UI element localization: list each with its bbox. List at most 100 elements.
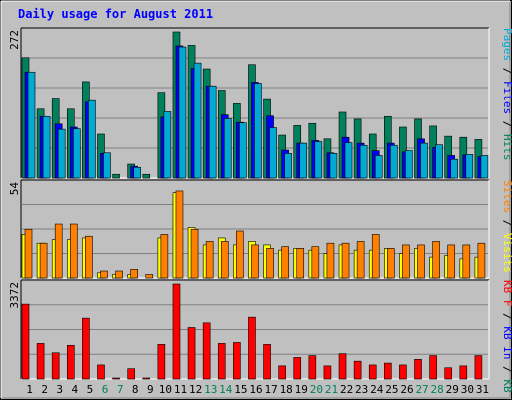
- x-tick-label: 31: [476, 383, 489, 396]
- x-tick-label: 26: [400, 383, 413, 396]
- y-max-label: 272: [8, 30, 21, 50]
- x-tick-label: 30: [461, 383, 474, 396]
- bar-kb-f-day-6: [97, 364, 105, 380]
- bar-pages-day-16: [254, 83, 262, 179]
- bar-sites-day-5: [85, 235, 93, 279]
- chart-panel-3: 3372 KB F / KB In / KB Out: [8, 279, 512, 400]
- bar-kb-f-day-19: [293, 357, 302, 380]
- x-tick-label: 29: [446, 383, 459, 396]
- bar-pages-day-4: [72, 128, 81, 179]
- bar-pages-day-31: [480, 155, 489, 179]
- bar-sites-day-24: [371, 234, 380, 279]
- bar-pages-day-1: [27, 71, 36, 179]
- bar-kb-f-day-13: [202, 322, 211, 380]
- legend: KB F / KB In / KB Out: [501, 280, 512, 400]
- x-tick-label: 15: [234, 383, 247, 396]
- x-tick-label: 7: [117, 383, 124, 396]
- legend-part: /: [501, 307, 512, 327]
- x-tick-label: 27: [415, 383, 428, 396]
- bar-kb-f-day-29: [444, 367, 453, 380]
- x-tick-label: 8: [132, 383, 139, 396]
- bar-sites-day-7: [115, 270, 123, 279]
- bar-pages-day-25: [390, 144, 398, 179]
- bar-pages-day-20: [314, 141, 323, 179]
- bar-kb-f-day-14: [217, 343, 226, 380]
- x-tick-label: 6: [102, 383, 109, 396]
- x-tick-label: 12: [189, 383, 202, 396]
- x-tick-label: 4: [72, 383, 79, 396]
- legend-part: Pages: [501, 28, 512, 61]
- x-tick-label: 17: [264, 383, 277, 396]
- bar-sites-day-16: [251, 244, 259, 279]
- x-tick-label: 1: [26, 383, 33, 396]
- legend-part: KB Out: [501, 379, 512, 400]
- bar-sites-day-14: [220, 241, 229, 279]
- x-tick-label: 28: [431, 383, 444, 396]
- bar-kb-f-day-9: [142, 377, 151, 380]
- legend-part: /: [501, 61, 512, 81]
- bar-sites-day-10: [160, 234, 169, 279]
- x-tick-label: 19: [295, 383, 308, 396]
- x-tick-label: 18: [280, 383, 293, 396]
- bar-pages-day-13: [208, 85, 217, 179]
- legend-part: /: [501, 213, 512, 233]
- bar-pages-day-24: [374, 155, 383, 179]
- bar-pages-day-12: [193, 62, 202, 179]
- bar-sites-day-15: [236, 230, 244, 279]
- x-tick-label: 14: [219, 383, 233, 396]
- bar-sites-day-22: [341, 242, 350, 279]
- x-tick-label: 24: [370, 383, 384, 396]
- bar-sites-day-20: [311, 246, 320, 279]
- bar-kb-f-day-22: [338, 353, 347, 380]
- x-tick-label: 13: [204, 383, 217, 396]
- bar-kb-f-day-5: [82, 317, 90, 380]
- bar-sites-day-31: [477, 242, 486, 279]
- legend-part: /: [501, 360, 512, 380]
- bar-pages-day-10: [163, 111, 172, 179]
- x-tick-label: 3: [56, 383, 63, 396]
- legend-part: Sites: [501, 180, 512, 213]
- bar-kb-f-day-10: [157, 344, 166, 380]
- bar-pages-day-5: [88, 99, 96, 179]
- bar-sites-day-28: [432, 241, 440, 279]
- x-tick-label: 5: [87, 383, 94, 396]
- bar-sites-day-25: [387, 248, 395, 279]
- bar-kb-f-day-20: [308, 355, 317, 380]
- bar-pages-day-3: [57, 128, 66, 179]
- x-tick-label: 10: [159, 383, 172, 396]
- legend: Pages / Files / Hits: [501, 28, 512, 161]
- bar-kb-f-day-8: [127, 368, 135, 380]
- y-max-label: 3372: [8, 282, 21, 309]
- legend: Sites / Visits: [501, 180, 512, 273]
- bar-sites-day-13: [205, 241, 214, 279]
- chart-panel-1: 272 Pages / Files / Hits: [8, 27, 512, 179]
- bar-sites-day-2: [39, 242, 48, 279]
- bar-pages-day-8: [133, 166, 141, 179]
- bar-kb-f-day-28: [429, 355, 437, 380]
- bar-kb-f-day-30: [459, 365, 468, 380]
- bar-sites-day-11: [175, 190, 184, 279]
- bar-sites-day-12: [190, 228, 199, 279]
- bar-pages-day-27: [420, 142, 428, 179]
- x-tick-label: 16: [249, 383, 262, 396]
- bar-sites-day-18: [281, 246, 289, 279]
- bar-pages-day-26: [405, 150, 413, 179]
- bar-sites-day-1: [24, 228, 33, 279]
- bar-pages-day-14: [223, 118, 232, 179]
- x-tick-label: 9: [147, 383, 154, 396]
- bar-kb-f-day-1: [21, 303, 30, 380]
- chart-panel-2: 54 Sites / Visits: [8, 179, 512, 279]
- bar-kb-f-day-12: [187, 327, 196, 380]
- bar-pages-day-29: [450, 158, 459, 179]
- bar-sites-day-6: [100, 270, 108, 279]
- bar-pages-day-19: [299, 142, 308, 179]
- x-tick-label: 2: [41, 383, 48, 396]
- bar-pages-day-21: [329, 153, 338, 179]
- legend-part: Visits: [501, 233, 512, 273]
- bar-kb-f-day-7: [112, 377, 120, 380]
- bar-pages-day-17: [269, 127, 277, 179]
- bar-sites-day-30: [462, 244, 471, 279]
- x-tick-label: 21: [325, 383, 338, 396]
